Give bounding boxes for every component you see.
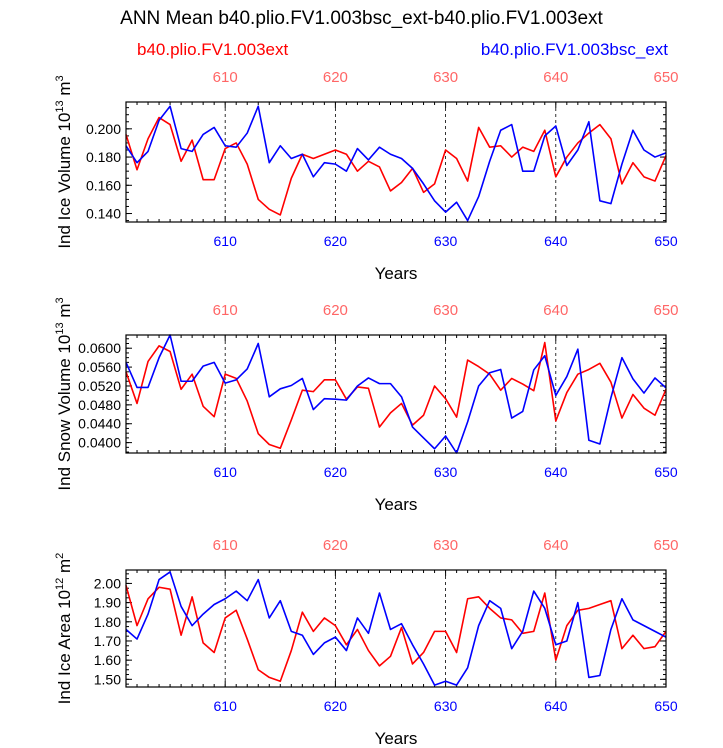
y-axis-label: Ind Snow Volume 1013 m3: [54, 297, 74, 490]
series-red-line: [125, 116, 667, 216]
y-tick-label: 0.180: [86, 149, 121, 165]
y-tick-label: 0.0560: [78, 359, 121, 375]
x-tick-label-bottom: 610: [214, 698, 238, 714]
y-tick-label: 0.0520: [78, 378, 121, 394]
y-tick-label: 0.160: [86, 177, 121, 193]
x-axis-label: Years: [375, 495, 418, 514]
x-tick-label-bottom: 620: [324, 464, 348, 480]
y-tick-label: 1.60: [94, 652, 121, 668]
x-tick-label-top: 630: [433, 69, 458, 86]
x-tick-label-top: 620: [323, 302, 348, 319]
series-red-line: [125, 341, 667, 450]
x-tick-label-bottom: 630: [434, 233, 458, 249]
plot-frame: [125, 334, 667, 454]
x-axis-label: Years: [375, 729, 418, 748]
x-tick-label-bottom: 610: [214, 233, 238, 249]
x-axis-label: Years: [375, 264, 418, 283]
y-tick-label: 0.0480: [78, 397, 121, 413]
x-tick-label-top: 650: [653, 302, 678, 319]
x-tick-label-top: 640: [543, 302, 568, 319]
chart-title: ANN Mean b40.plio.FV1.003bsc_ext-b40.pli…: [120, 8, 603, 29]
y-tick-label: 1.70: [94, 633, 121, 649]
y-tick-label: 0.0600: [78, 340, 121, 356]
series-blue-line: [125, 105, 667, 222]
y-tick-label: 0.140: [86, 206, 121, 222]
x-tick-label-top: 640: [543, 69, 568, 86]
x-tick-label-top: 610: [213, 69, 238, 86]
series-red-line: [125, 585, 667, 683]
x-tick-label-top: 650: [653, 537, 678, 554]
x-tick-label-top: 610: [213, 537, 238, 554]
y-tick-label: 2.00: [94, 575, 121, 591]
x-tick-label-bottom: 640: [544, 698, 568, 714]
x-tick-label-bottom: 640: [544, 464, 568, 480]
y-tick-label: 1.90: [94, 595, 121, 611]
x-tick-label-bottom: 620: [324, 698, 348, 714]
y-tick-label: 1.80: [94, 614, 121, 630]
x-tick-label-bottom: 630: [434, 464, 458, 480]
x-tick-label-top: 620: [323, 537, 348, 554]
legend-blue-label: b40.plio.FV1.003bsc_ext: [480, 40, 668, 59]
x-tick-label-bottom: 640: [544, 233, 568, 249]
series-blue-line: [125, 334, 667, 454]
plot-frame: [125, 569, 667, 688]
x-tick-label-top: 650: [653, 69, 678, 86]
legend-red-label: b40.plio.FV1.003ext: [137, 40, 289, 59]
x-tick-label-top: 630: [433, 537, 458, 554]
x-tick-label-bottom: 650: [654, 464, 678, 480]
y-axis-label: Ind Ice Volume 1013 m3: [54, 75, 74, 248]
x-tick-label-bottom: 610: [214, 464, 238, 480]
x-tick-label-bottom: 630: [434, 698, 458, 714]
plot-frame: [125, 101, 667, 223]
x-tick-label-top: 610: [213, 302, 238, 319]
x-tick-label-bottom: 650: [654, 233, 678, 249]
y-tick-label: 0.0440: [78, 416, 121, 432]
series-blue-line: [125, 571, 667, 686]
x-tick-label-bottom: 650: [654, 698, 678, 714]
y-tick-label: 0.0400: [78, 435, 121, 451]
y-axis-label: Ind Ice Area 1012 m2: [54, 553, 74, 705]
x-tick-label-top: 620: [323, 69, 348, 86]
x-tick-label-top: 640: [543, 537, 568, 554]
y-tick-label: 0.200: [86, 121, 121, 137]
x-tick-label-bottom: 620: [324, 233, 348, 249]
y-tick-label: 1.50: [94, 671, 121, 687]
x-tick-label-top: 630: [433, 302, 458, 319]
